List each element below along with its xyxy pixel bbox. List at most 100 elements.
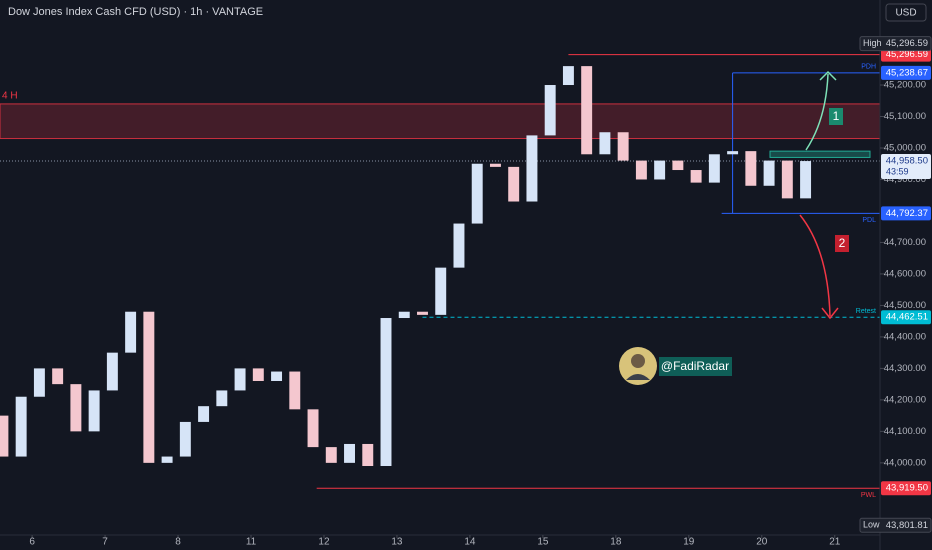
candle-body xyxy=(635,160,647,180)
high-price: 45,296.59 xyxy=(886,38,928,49)
y-tick-label: 44,000.00 xyxy=(884,457,926,468)
candle-body xyxy=(617,132,629,161)
y-tick-label: 44,300.00 xyxy=(884,363,926,374)
x-tick-label: 18 xyxy=(610,537,622,548)
candle-body xyxy=(745,151,757,186)
y-tick-label: 44,400.00 xyxy=(884,331,926,342)
candle-body xyxy=(325,447,337,463)
candle-body xyxy=(471,163,483,224)
candle-body xyxy=(800,161,812,199)
price-label: 45,238.67 xyxy=(886,67,928,78)
scenario-box xyxy=(829,108,843,125)
candle-body xyxy=(435,267,447,315)
arrow-head xyxy=(819,70,837,81)
candle-body xyxy=(708,154,720,183)
price-label: 44,792.37 xyxy=(886,208,928,219)
countdown: 43:59 xyxy=(886,166,909,176)
x-tick-label: 19 xyxy=(683,537,695,548)
price-axis xyxy=(880,0,932,550)
scenario-label: 1 xyxy=(833,109,840,123)
candle-body xyxy=(198,406,210,422)
x-tick-label: 7 xyxy=(102,537,108,548)
scenario-box xyxy=(835,235,849,252)
candle-body xyxy=(654,160,666,180)
candle-body xyxy=(417,311,428,315)
candle-body xyxy=(727,151,739,155)
candle-body xyxy=(15,396,27,457)
level-name: PWL xyxy=(861,492,876,499)
low-price: 43,801.81 xyxy=(886,520,928,531)
candle-body xyxy=(88,390,100,432)
y-tick-label: 44,200.00 xyxy=(884,394,926,405)
low-name: Low xyxy=(863,520,880,530)
arrow-up xyxy=(805,73,829,151)
avatar-body xyxy=(626,374,650,380)
zone-label: 4 H xyxy=(2,91,18,102)
candle-body xyxy=(143,311,155,463)
last-price: 44,958.50 xyxy=(886,156,928,167)
arrow-head xyxy=(821,307,839,320)
candle-body xyxy=(362,443,374,467)
axis-labels: 44,000.00 44,100.00 44,200.00 44,300.00 44,4… xyxy=(29,36,932,548)
candle-body xyxy=(526,135,538,202)
candle-body xyxy=(672,160,684,171)
candle-body xyxy=(599,132,611,155)
candle-body xyxy=(33,368,45,397)
plot: 4 HPWHPDHPDLRetestPWL xyxy=(0,45,881,499)
candle-body xyxy=(344,443,355,463)
candle-body xyxy=(271,371,283,381)
candle-body xyxy=(252,368,264,381)
level-name: PDH xyxy=(861,64,876,71)
price-label: 44,462.51 xyxy=(886,312,928,323)
candle-body xyxy=(544,85,556,136)
candle-body xyxy=(763,160,775,186)
candle-body xyxy=(562,66,574,86)
y-tick-label: 45,100.00 xyxy=(884,111,926,122)
zone xyxy=(0,103,881,140)
candle-body xyxy=(179,421,191,457)
green-zone xyxy=(769,150,871,158)
candle-body xyxy=(508,166,520,202)
candle-body xyxy=(161,456,173,463)
candle-body xyxy=(0,415,9,457)
price-box xyxy=(881,65,931,80)
x-tick-label: 12 xyxy=(318,537,330,548)
price-label: 45,296.59 xyxy=(886,49,928,60)
candle-body xyxy=(307,409,319,448)
y-tick-label: 44,900.00 xyxy=(884,174,926,185)
x-tick-label: 15 xyxy=(537,537,549,548)
watermark: @FadiRadar xyxy=(661,359,729,373)
avatar-face xyxy=(631,354,645,368)
candle-body xyxy=(234,368,246,391)
candle-body xyxy=(52,368,64,385)
y-tick-label: 44,600.00 xyxy=(884,268,926,279)
badge xyxy=(659,357,732,376)
candle-body xyxy=(453,223,465,268)
high-box xyxy=(859,36,932,52)
x-tick-label: 20 xyxy=(756,537,768,548)
candle-body xyxy=(398,311,410,319)
candle-body xyxy=(690,170,702,183)
x-tick-label: 13 xyxy=(391,537,403,548)
scenario-label: 2 xyxy=(839,236,846,250)
x-tick-label: 11 xyxy=(246,537,257,548)
y-tick-label: 45,200.00 xyxy=(884,80,926,91)
candle-body xyxy=(216,390,228,407)
currency[interactable]: USD xyxy=(895,8,916,19)
candle-body xyxy=(106,352,118,391)
y-tick-label: 44,100.00 xyxy=(884,426,926,437)
currency-button[interactable] xyxy=(885,3,927,22)
candle-body xyxy=(380,318,392,467)
candle-body xyxy=(489,163,501,167)
y-tick-label: 45,000.00 xyxy=(884,143,926,154)
price-box xyxy=(881,206,931,221)
high-name: High xyxy=(863,38,882,48)
price-label: 43,919.50 xyxy=(886,483,928,494)
x-tick-label: 6 xyxy=(29,537,35,548)
x-tick-label: 8 xyxy=(175,537,181,548)
x-tick-label: 14 xyxy=(464,537,476,548)
candle-body xyxy=(289,371,301,410)
y-tick-label: 44,500.00 xyxy=(884,300,926,311)
